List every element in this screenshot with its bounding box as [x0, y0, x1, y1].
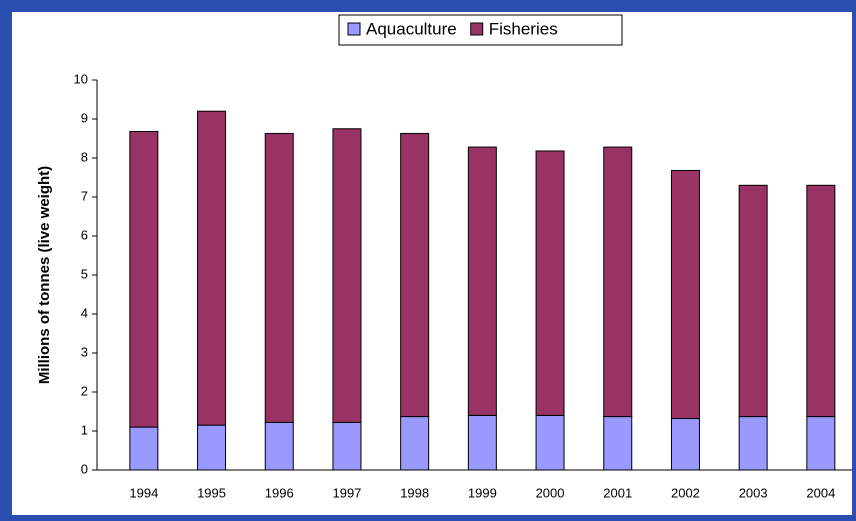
bar-segment [670, 418, 700, 471]
y-tick-label: 2 [81, 383, 88, 398]
bar-segment [129, 426, 159, 471]
bar-segment [264, 132, 294, 423]
bar-segment [806, 416, 836, 471]
bar-segment [332, 421, 362, 471]
y-tick-label: 9 [81, 110, 88, 125]
x-tick-label: 1996 [265, 485, 294, 500]
bar-segment [467, 146, 497, 416]
x-tick-label: 1997 [332, 485, 361, 500]
bar-segment [806, 184, 836, 418]
x-tick-label: 2000 [536, 485, 565, 500]
x-tick-label: 2001 [603, 485, 632, 500]
y-tick-label: 5 [81, 266, 88, 281]
bar-segment [264, 421, 294, 471]
bar-segment [738, 416, 768, 471]
x-tick-label: 2004 [806, 485, 835, 500]
x-tick-label: 1995 [197, 485, 226, 500]
legend-label: Aquaculture [366, 19, 457, 38]
x-tick-label: 2002 [671, 485, 700, 500]
bar-segment [535, 414, 565, 471]
bar-segment [197, 110, 227, 426]
legend-swatch [347, 22, 361, 36]
y-tick-label: 1 [81, 422, 88, 437]
y-tick-label: 8 [81, 149, 88, 164]
bar-segment [400, 132, 430, 418]
bar-segment [670, 169, 700, 420]
y-tick-label: 0 [81, 461, 88, 476]
x-tick-label: 1999 [468, 485, 497, 500]
bar-segment [400, 416, 430, 471]
bar-segment [603, 146, 633, 418]
y-tick-label: 4 [81, 305, 88, 320]
y-tick-label: 3 [81, 344, 88, 359]
legend-box [338, 14, 623, 46]
y-axis-label: Millions of tonnes (live weight) [36, 166, 53, 384]
x-tick-label: 1994 [129, 485, 158, 500]
bar-segment [603, 416, 633, 471]
bar-segment [467, 414, 497, 471]
bar-segment [129, 130, 159, 428]
y-tick-label: 10 [74, 71, 88, 86]
bar-segment [197, 424, 227, 471]
y-tick-label: 7 [81, 188, 88, 203]
bar-segment [535, 150, 565, 416]
y-tick-label: 6 [81, 227, 88, 242]
legend-swatch [470, 22, 484, 36]
x-tick-label: 2003 [739, 485, 768, 500]
bar-segment [738, 184, 768, 418]
x-tick-label: 1998 [400, 485, 429, 500]
bar-segment [332, 128, 362, 423]
legend-label: Fisheries [489, 19, 558, 38]
